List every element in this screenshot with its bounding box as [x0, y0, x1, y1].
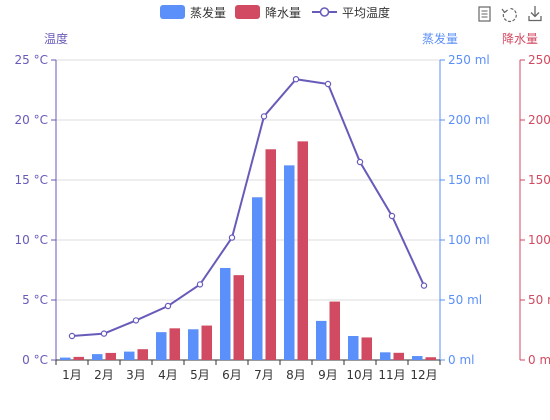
point-temperature	[388, 212, 396, 220]
axis-name-precipitation: 降水量	[502, 32, 538, 46]
x-tick-label: 5月	[190, 368, 210, 382]
axes: 0 °C 5 °C 10 °C 15 °C 20 °C 25 °C 0 ml 50 ml 100…	[15, 53, 550, 367]
x-tick-label: 7月	[254, 368, 274, 382]
restore-icon[interactable]	[501, 7, 517, 23]
bar-precipitation	[169, 328, 180, 360]
bar-evaporation	[348, 336, 359, 360]
legend-swatch-evaporation	[160, 5, 185, 19]
point-temperature	[100, 330, 108, 337]
y-tick-label-evaporation: 150 ml	[448, 173, 490, 187]
legend: 蒸发量 降水量 平均温度	[160, 5, 390, 20]
y-tick-label-evaporation: 50 ml	[448, 293, 482, 307]
x-tick-label: 6月	[222, 368, 242, 382]
x-tick-label: 3月	[126, 368, 146, 382]
y-tick-label-evaporation: 250 ml	[448, 53, 490, 67]
legend-swatch-precipitation	[235, 5, 260, 19]
bar-precipitation	[393, 352, 404, 360]
bar-precipitation	[105, 352, 116, 360]
bar-evaporation	[284, 165, 295, 360]
y-tick-label-temperature: 0 °C	[22, 353, 48, 367]
line-temperature	[71, 78, 425, 337]
line-series	[68, 75, 428, 340]
point-temperature	[164, 302, 172, 310]
legend-swatch-temperature-dot	[319, 7, 330, 17]
y-tick-label-temperature: 25 °C	[15, 53, 48, 67]
x-tick-label: 8月	[286, 368, 306, 382]
bar-precipitation	[329, 301, 340, 360]
legend-item-precipitation[interactable]: 降水量	[235, 5, 301, 20]
bar-precipitation	[265, 149, 276, 360]
bar-evaporation	[316, 320, 327, 360]
axis-name-temperature: 温度	[44, 31, 68, 46]
bar-precipitation	[425, 357, 436, 360]
bar-evaporation	[92, 354, 103, 360]
bar-evaporation	[220, 267, 231, 360]
point-temperature	[132, 317, 140, 324]
bar-precipitation	[233, 275, 244, 360]
bar-evaporation	[156, 332, 167, 360]
legend-label-evaporation: 蒸发量	[190, 5, 226, 20]
y-tick-label-precipitation: 50 ml	[528, 293, 550, 307]
x-tick-label: 4月	[158, 368, 178, 382]
bar-series	[60, 141, 436, 360]
legend-label-temperature: 平均温度	[342, 5, 390, 20]
x-tick-label: 9月	[318, 368, 338, 382]
x-tick-label: 12月	[410, 368, 437, 382]
bar-evaporation	[412, 356, 423, 360]
x-tick-label: 2月	[94, 368, 114, 382]
axis-name-evaporation: 蒸发量	[422, 31, 458, 46]
y-tick-label-temperature: 10 °C	[15, 233, 48, 247]
y-tick-label-precipitation: 0 ml	[528, 353, 550, 367]
bar-evaporation	[188, 329, 199, 360]
bar-evaporation	[124, 351, 135, 360]
x-tick-label: 11月	[378, 368, 405, 382]
legend-item-temperature[interactable]: 平均温度	[312, 5, 390, 20]
bar-precipitation	[137, 349, 148, 360]
y-tick-label-precipitation: 200 ml	[528, 113, 550, 127]
save-image-icon[interactable]	[528, 6, 542, 22]
y-tick-label-temperature: 15 °C	[15, 173, 48, 187]
bar-precipitation	[361, 337, 372, 360]
bar-precipitation	[73, 356, 84, 360]
bar-precipitation	[201, 325, 212, 360]
point-temperature	[228, 234, 236, 241]
point-temperature	[260, 113, 268, 120]
x-tick-label: 1月	[62, 368, 82, 382]
y-tick-label-precipitation: 100 ml	[528, 233, 550, 247]
bar-evaporation	[380, 352, 391, 360]
legend-item-evaporation[interactable]: 蒸发量	[160, 5, 226, 20]
bar-evaporation	[60, 357, 71, 360]
y-tick-label-precipitation: 250 ml	[528, 53, 550, 67]
grid-lines	[56, 59, 440, 361]
point-temperature	[292, 75, 300, 83]
bar-evaporation	[252, 197, 263, 360]
x-axis-labels: 1月 2月 3月 4月 5月 6月 7月 8月 9月 10月 11月 12月	[62, 368, 437, 382]
point-temperature	[356, 158, 364, 166]
y-tick-label-evaporation: 0 ml	[448, 353, 474, 367]
point-temperature	[420, 282, 428, 289]
legend-label-precipitation: 降水量	[265, 6, 301, 20]
data-view-icon[interactable]	[478, 6, 491, 22]
point-temperature	[68, 332, 76, 340]
bar-precipitation	[297, 141, 308, 360]
y-tick-label-evaporation: 100 ml	[448, 233, 490, 247]
point-temperature	[324, 80, 332, 88]
point-temperature	[196, 281, 204, 288]
toolbox	[478, 6, 542, 23]
y-tick-label-evaporation: 200 ml	[448, 113, 490, 127]
y-tick-label-precipitation: 150 ml	[528, 173, 550, 187]
y-tick-label-temperature: 5 °C	[22, 293, 48, 307]
x-tick-label: 10月	[346, 368, 373, 382]
y-tick-label-temperature: 20 °C	[15, 113, 48, 127]
